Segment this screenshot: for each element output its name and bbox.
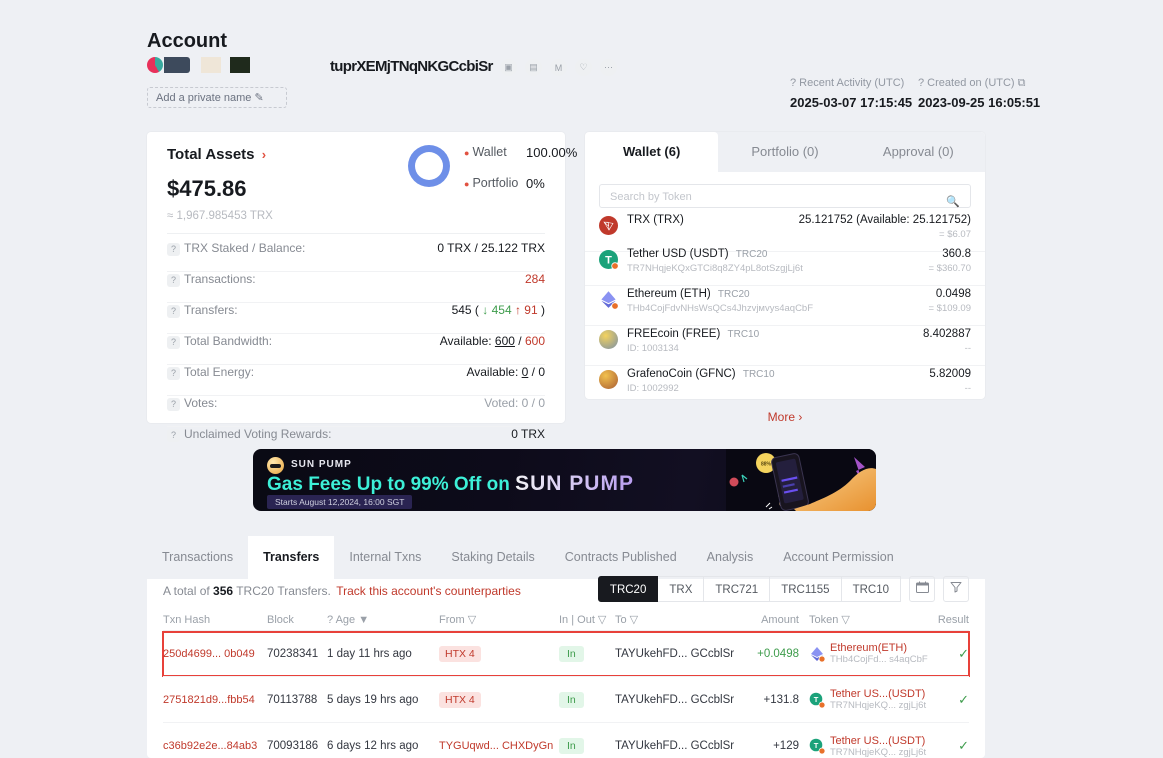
svg-text:88%: 88% [761,462,772,468]
svg-text:T: T [814,695,819,704]
svg-text:T: T [814,741,819,750]
